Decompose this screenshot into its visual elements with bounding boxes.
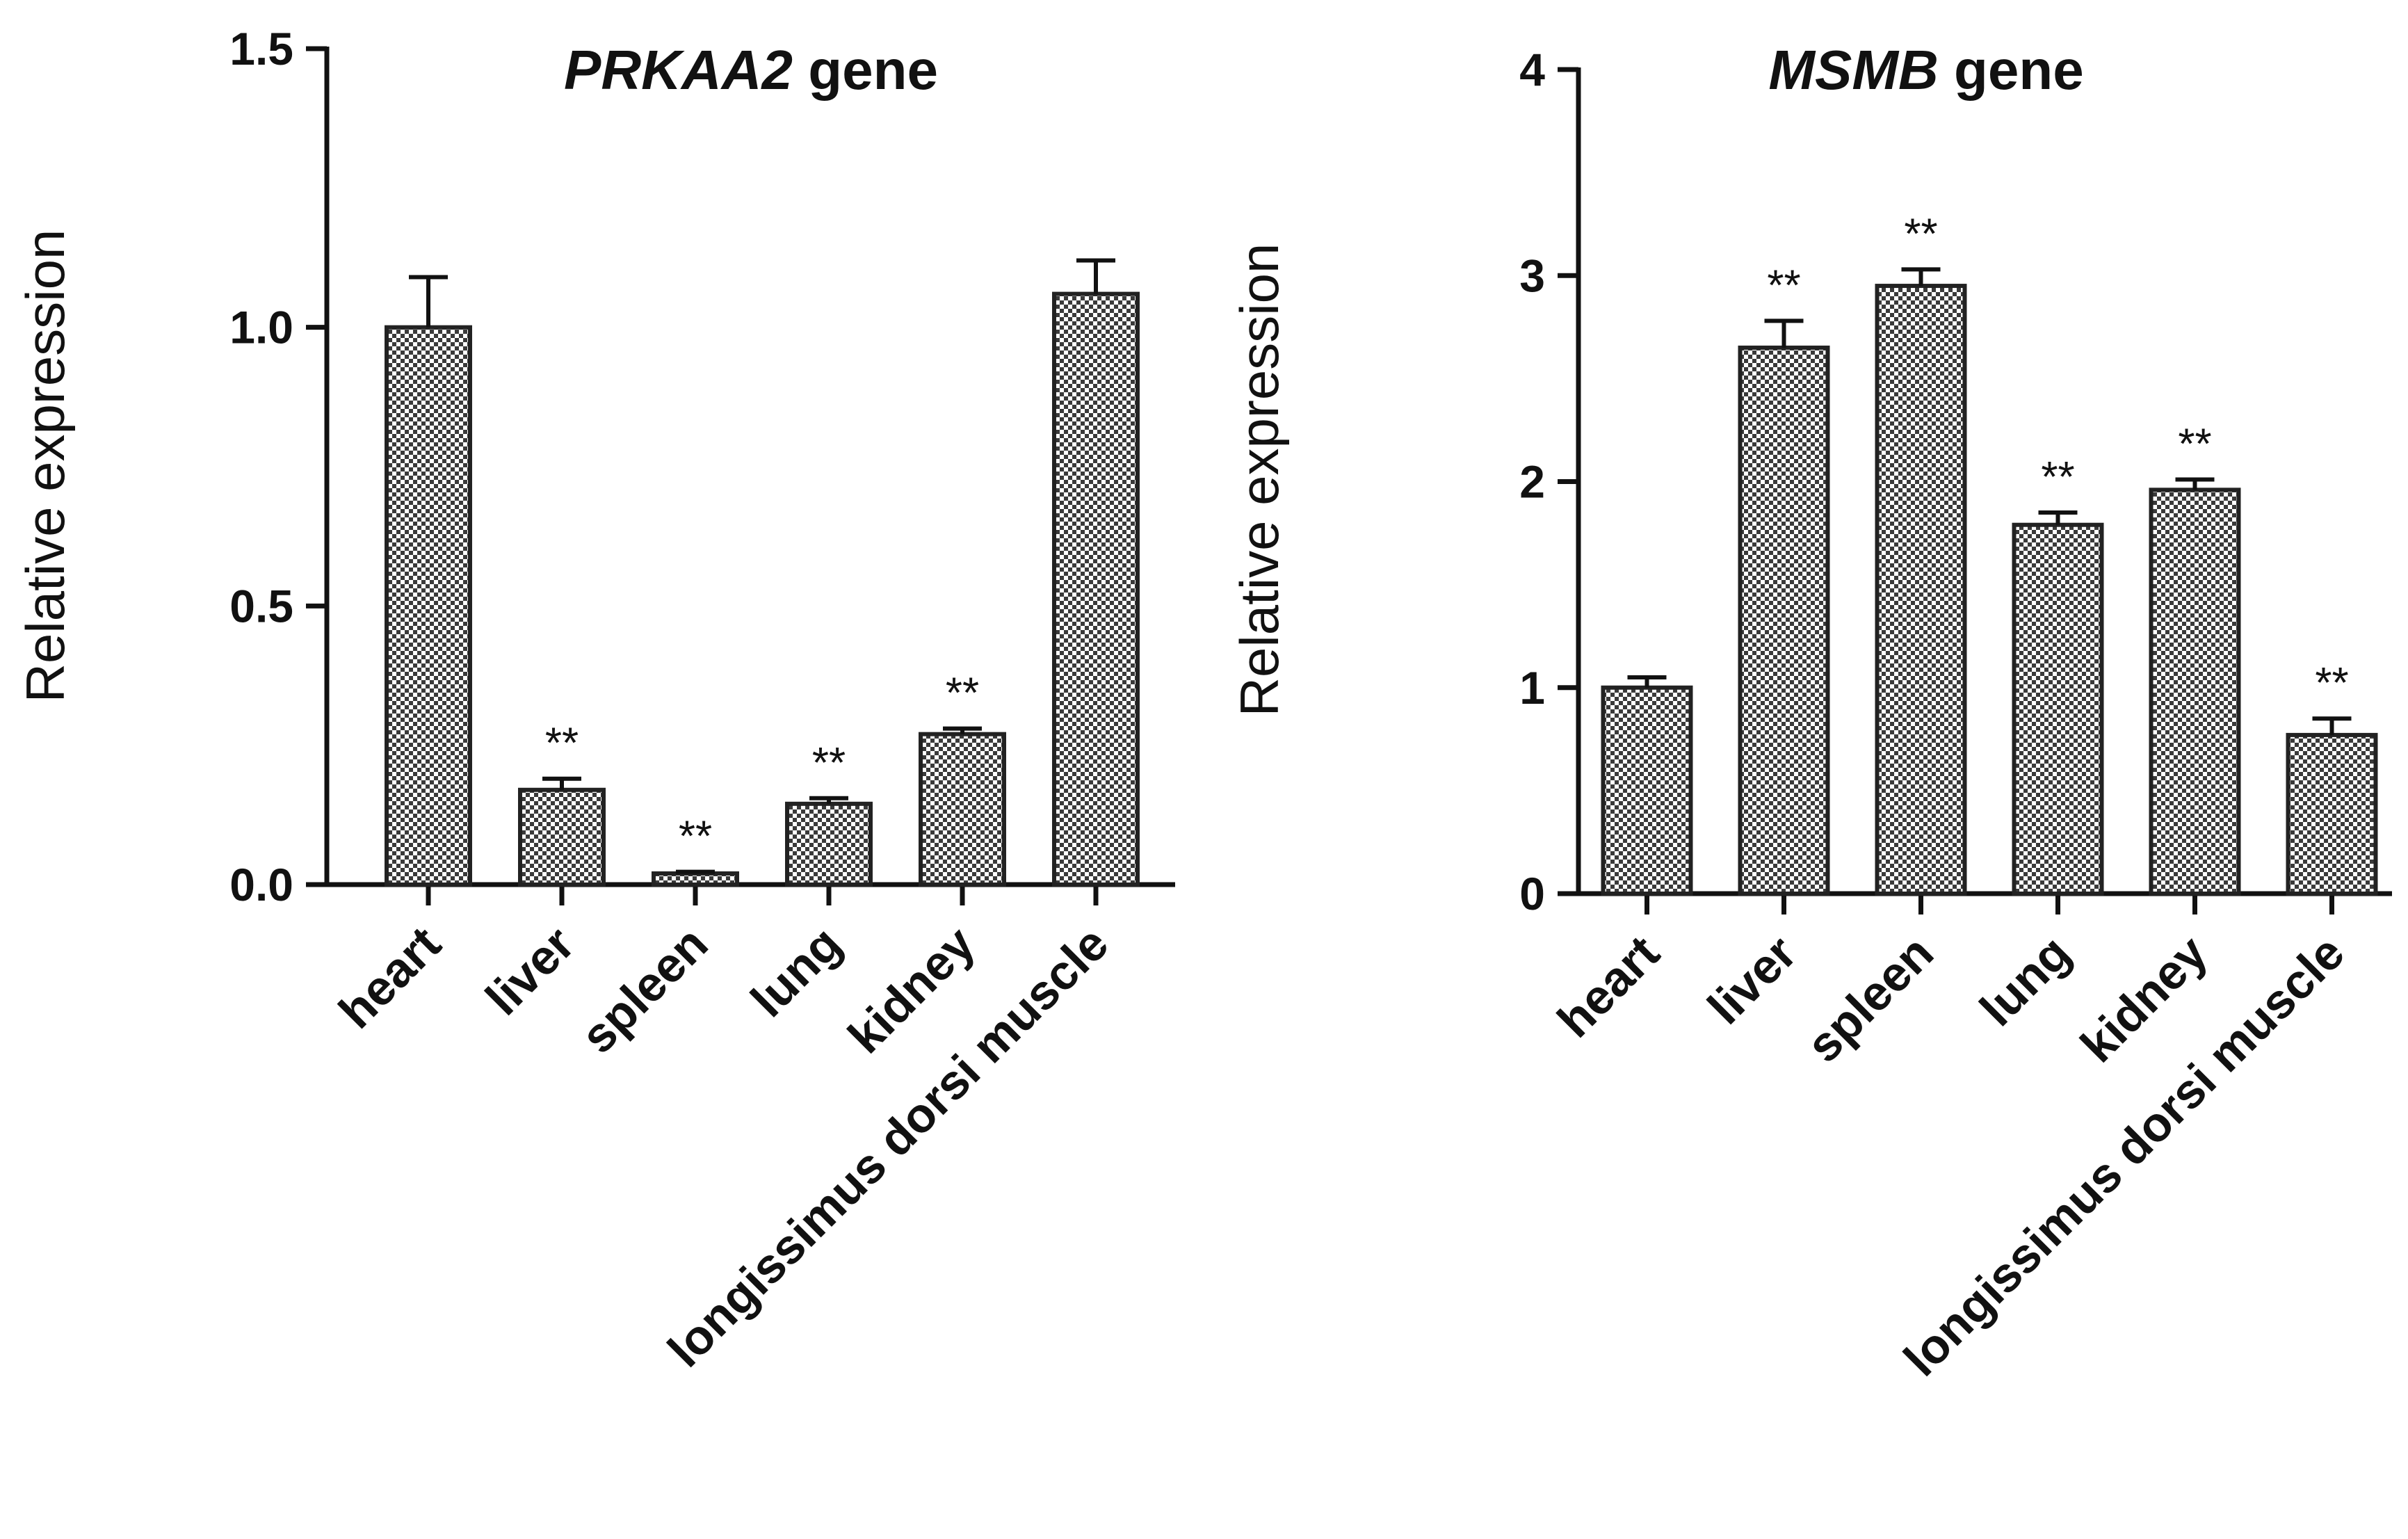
chart2-bar-longissimus-dorsi-muscle (2286, 732, 2378, 896)
chart1-y-tick-label: 1.0 (229, 302, 293, 353)
chart2-y-tick-label: 0 (1519, 868, 1545, 919)
chart2-bar-spleen (1875, 284, 1967, 896)
chart2-y-tick-label: 1 (1519, 662, 1545, 714)
chart2-x-label: heart (1547, 925, 1670, 1047)
chart2-significance-label: ** (2041, 453, 2074, 501)
chart2-significance-label: ** (1904, 210, 1937, 258)
chart2-bar-heart (1601, 685, 1693, 896)
chart1-significance-label: ** (545, 720, 579, 768)
chart2-x-label: spleen (1796, 925, 1944, 1072)
chart2-title: MSMB gene (1768, 39, 2083, 101)
chart1-y-axis-title: Relative expression (15, 229, 76, 703)
chart2-bar-kidney (2149, 488, 2241, 896)
chart2-y-axis-title: Relative expression (1229, 243, 1290, 717)
chart2-y-tick-label: 2 (1519, 456, 1545, 508)
chart1-y-tick-label: 0.0 (229, 859, 293, 910)
chart1-significance-label: ** (946, 670, 979, 718)
chart1-significance-label: ** (679, 813, 712, 861)
chart2-significance-label: ** (1767, 261, 1800, 309)
chart1-bar-longissimus-dorsi-muscle (1052, 291, 1140, 887)
chart1-y-tick-label: 1.5 (229, 23, 293, 74)
chart1-x-label: spleen (571, 916, 718, 1063)
chart1-bar-lung (785, 801, 873, 887)
chart1-bar-spleen (652, 871, 739, 887)
chart1-bar-heart (385, 325, 472, 887)
chart1-bar-liver (518, 787, 606, 887)
chart2-significance-label: ** (2178, 421, 2211, 469)
chart1-x-label: liver (476, 916, 585, 1025)
chart2-y-tick-label: 3 (1519, 250, 1545, 301)
chart2-title-suffix: gene (1939, 39, 2084, 101)
chart1-y-tick-label: 0.5 (229, 580, 293, 631)
chart1-significance-label: ** (812, 739, 846, 787)
chart1-title-gene: PRKAA2 (564, 39, 793, 101)
chart1-title: PRKAA2 gene (564, 39, 938, 101)
chart2-bar-lung (2012, 522, 2104, 896)
chart1-x-label: heart (328, 916, 451, 1038)
chart2-significance-label: ** (2315, 659, 2348, 707)
chart2-bar-liver (1738, 345, 1830, 896)
chart1-bar-kidney (919, 732, 1006, 887)
chart2-x-label: lung (1969, 925, 2080, 1036)
chart2-x-label: liver (1697, 925, 1807, 1034)
chart1-title-suffix: gene (793, 39, 938, 101)
chart2-y-tick-label: 4 (1519, 44, 1545, 95)
chart1-x-label: lung (741, 916, 852, 1027)
chart2-title-gene: MSMB (1768, 39, 1938, 101)
